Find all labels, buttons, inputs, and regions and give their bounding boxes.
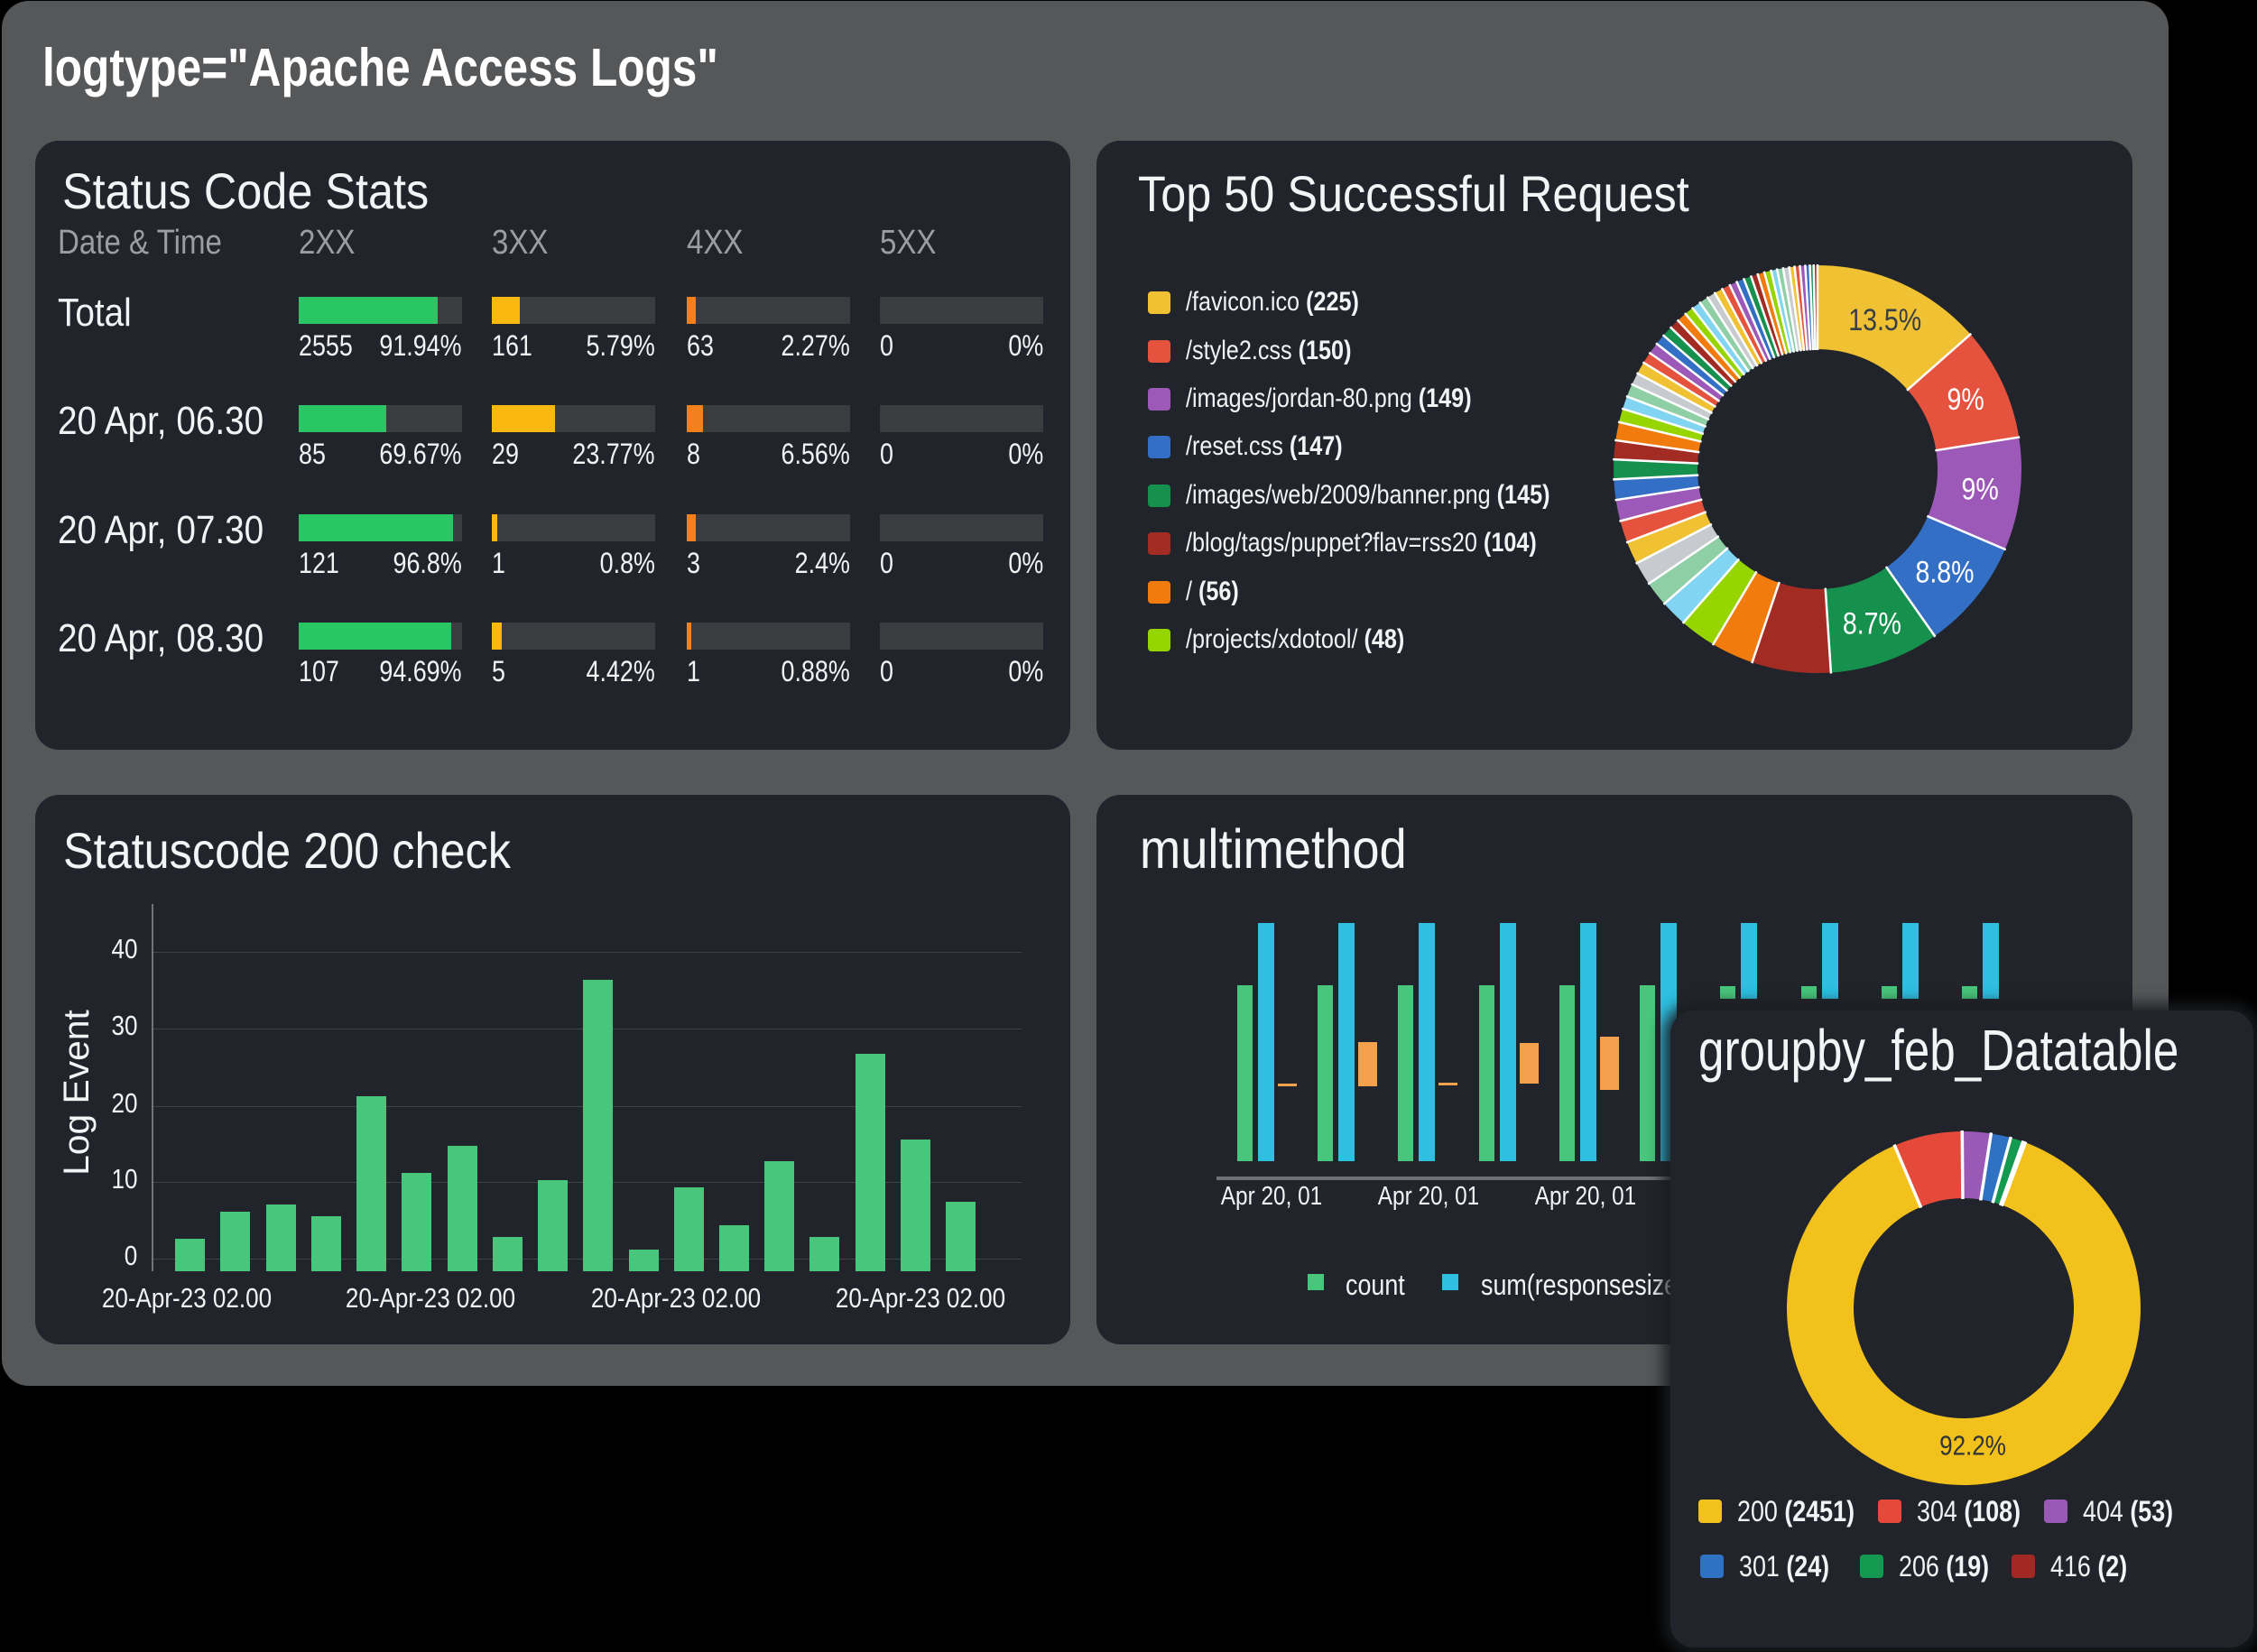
svg-text:9%: 9% xyxy=(1961,472,1998,506)
svg-text:13.5%: 13.5% xyxy=(1848,303,1921,337)
svg-text:8.8%: 8.8% xyxy=(1915,555,1974,589)
svg-text:9%: 9% xyxy=(1947,383,1984,417)
svg-text:92.2%: 92.2% xyxy=(1939,1431,2006,1463)
svg-text:8.7%: 8.7% xyxy=(1843,606,1901,641)
